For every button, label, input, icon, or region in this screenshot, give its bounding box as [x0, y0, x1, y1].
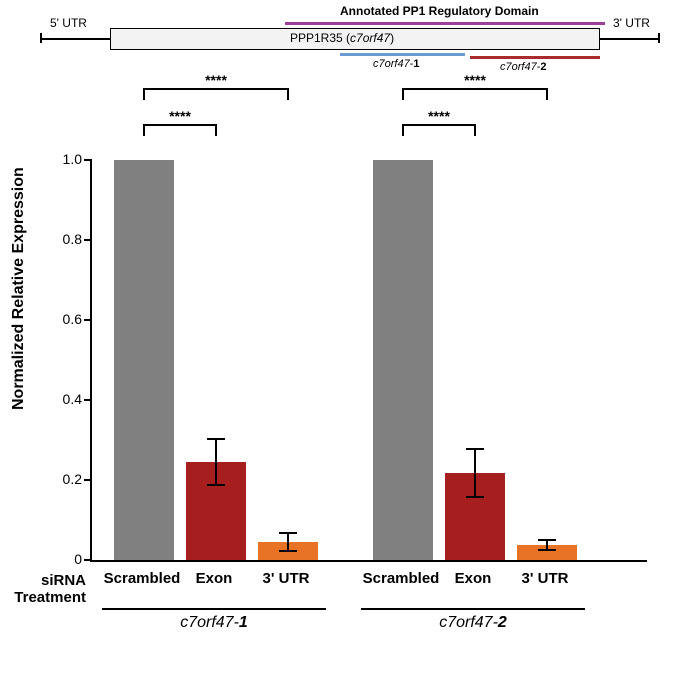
c7orf47-1-label: c7orf47-1: [373, 58, 420, 70]
bar: [114, 160, 174, 560]
error-bar: [287, 533, 289, 551]
sig-bracket: [403, 124, 475, 126]
error-cap: [466, 448, 484, 450]
y-tick: [84, 479, 92, 481]
error-cap: [279, 532, 297, 534]
utr5-line: [40, 38, 110, 40]
sirna-label-line2: Treatment: [14, 589, 86, 606]
sig-stars: ****: [144, 108, 216, 124]
utr5-cap: [40, 33, 42, 43]
y-tick-label: 0.8: [42, 231, 82, 247]
y-tick-label: 1.0: [42, 151, 82, 167]
y-tick: [84, 159, 92, 161]
sig-bracket-drop: [546, 88, 548, 100]
error-cap: [466, 496, 484, 498]
c7orf47-1-bar: [340, 53, 465, 56]
sig-bracket-drop: [474, 124, 476, 136]
pp1-domain-bar: [285, 22, 605, 25]
y-tick-label: 0: [42, 551, 82, 567]
utr5-label: 5' UTR: [50, 16, 87, 30]
y-tick: [84, 239, 92, 241]
y-tick: [84, 559, 92, 561]
utr3-cap: [658, 33, 660, 43]
utr3-line: [600, 38, 660, 40]
y-tick-label: 0.6: [42, 311, 82, 327]
sirna-label: siRNA Treatment: [0, 572, 86, 607]
y-tick: [84, 319, 92, 321]
utr3-label: 3' UTR: [613, 16, 650, 30]
sig-bracket-drop: [215, 124, 217, 136]
bar-chart: Normalized Relative Expression siRNA Tre…: [0, 80, 683, 675]
x-category-label: 3' UTR: [241, 570, 331, 587]
sig-bracket: [403, 88, 547, 90]
pp1-domain-label: Annotated PP1 Regulatory Domain: [340, 4, 539, 18]
sig-stars: ****: [403, 108, 475, 124]
error-cap: [207, 484, 225, 486]
sig-bracket-drop: [143, 88, 145, 100]
sig-bracket-drop: [287, 88, 289, 100]
sig-bracket-drop: [402, 88, 404, 100]
sig-bracket: [144, 124, 216, 126]
y-tick-label: 0.4: [42, 391, 82, 407]
error-cap: [207, 438, 225, 440]
y-tick: [84, 399, 92, 401]
figure-root: Annotated PP1 Regulatory Domain PPP1R35 …: [0, 0, 683, 675]
error-cap: [538, 549, 556, 551]
plot-area: ****************: [90, 160, 647, 562]
group-label: c7orf47-2: [371, 614, 575, 632]
sig-stars: ****: [403, 72, 547, 88]
error-cap: [538, 539, 556, 541]
error-cap: [279, 550, 297, 552]
group-underline: [102, 608, 326, 610]
x-category-label: 3' UTR: [500, 570, 590, 587]
c7orf47-2-bar: [470, 56, 600, 59]
sirna-label-line1: siRNA: [41, 572, 86, 589]
sig-bracket: [144, 88, 288, 90]
gene-diagram: Annotated PP1 Regulatory Domain PPP1R35 …: [40, 8, 660, 73]
y-axis-label: Normalized Relative Expression: [10, 167, 28, 410]
sig-bracket-drop: [143, 124, 145, 136]
error-bar: [474, 449, 476, 497]
error-bar: [215, 439, 217, 485]
group-underline: [361, 608, 585, 610]
sig-stars: ****: [144, 72, 288, 88]
bar: [373, 160, 433, 560]
group-label: c7orf47-1: [112, 614, 316, 632]
gene-box-label: PPP1R35 (c7orf47): [290, 31, 394, 45]
sig-bracket-drop: [402, 124, 404, 136]
y-tick-label: 0.2: [42, 471, 82, 487]
